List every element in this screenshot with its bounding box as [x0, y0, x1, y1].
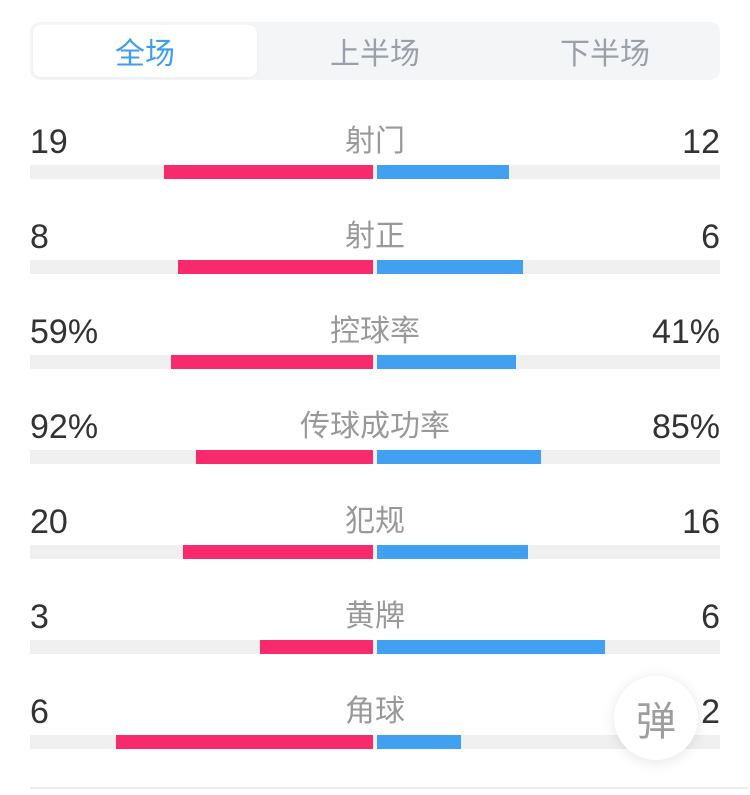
- stat-bar-track: [30, 165, 720, 179]
- tab-full-match[interactable]: 全场: [33, 25, 257, 77]
- bottom-divider: [30, 787, 748, 789]
- danmaku-toggle-button[interactable]: 弹: [614, 676, 698, 760]
- stat-bar-track: [30, 735, 720, 749]
- stat-row: 3 黄牌 6: [30, 597, 720, 654]
- stat-label: 射门: [345, 125, 405, 158]
- stat-label: 控球率: [330, 315, 420, 348]
- stat-label: 射正: [345, 220, 405, 253]
- home-stat-bar: [116, 735, 373, 749]
- stat-row: 8 射正 6: [30, 217, 720, 274]
- away-stat-bar: [377, 260, 523, 274]
- stat-row-header: 92% 传球成功率 85%: [30, 407, 720, 447]
- stat-row-header: 6 角球 2: [30, 692, 720, 732]
- away-value: 6: [701, 598, 720, 636]
- home-stat-bar: [163, 165, 373, 179]
- tab-first-half[interactable]: 上半场: [330, 38, 420, 71]
- stat-label: 角球: [345, 695, 405, 728]
- stat-bar-track: [30, 260, 720, 274]
- home-stat-bar: [171, 355, 373, 369]
- stat-row: 59% 控球率 41%: [30, 312, 720, 369]
- home-stat-bar: [260, 640, 373, 654]
- home-value: 59%: [30, 313, 99, 351]
- away-value: 12: [682, 123, 720, 161]
- away-value: 2: [701, 693, 720, 731]
- stat-row-header: 8 射正 6: [30, 217, 720, 257]
- away-stat-bar: [377, 450, 541, 464]
- away-value: 41%: [651, 313, 720, 351]
- stat-label: 犯规: [345, 505, 405, 538]
- away-stat-bar: [377, 165, 509, 179]
- stat-row-header: 19 射门 12: [30, 122, 720, 162]
- stat-bar-track: [30, 640, 720, 654]
- home-stat-bar: [195, 450, 373, 464]
- period-tabbar: 全场 上半场 下半场: [30, 22, 720, 80]
- stat-row: 6 角球 2: [30, 692, 720, 749]
- away-stat-bar: [377, 735, 462, 749]
- stat-bar-track: [30, 450, 720, 464]
- home-value: 8: [30, 218, 49, 256]
- stat-bar-track: [30, 545, 720, 559]
- stat-row: 20 犯规 16: [30, 502, 720, 559]
- tab-second-half[interactable]: 下半场: [560, 38, 650, 71]
- home-value: 6: [30, 693, 49, 731]
- home-stat-bar: [183, 545, 373, 559]
- stat-row-header: 3 黄牌 6: [30, 597, 720, 637]
- stat-row: 92% 传球成功率 85%: [30, 407, 720, 464]
- stat-label: 传球成功率: [300, 410, 450, 443]
- stat-label: 黄牌: [345, 600, 405, 633]
- stat-bar-track: [30, 355, 720, 369]
- home-value: 92%: [30, 408, 99, 446]
- away-stat-bar: [377, 545, 529, 559]
- away-stat-bar: [377, 640, 605, 654]
- home-value: 19: [30, 123, 68, 161]
- stat-row-header: 20 犯规 16: [30, 502, 720, 542]
- away-value: 16: [682, 503, 720, 541]
- away-value: 85%: [651, 408, 720, 446]
- home-stat-bar: [177, 260, 373, 274]
- home-value: 3: [30, 598, 49, 636]
- away-value: 6: [701, 218, 720, 256]
- stat-row: 19 射门 12: [30, 122, 720, 179]
- home-value: 20: [30, 503, 68, 541]
- stat-row-header: 59% 控球率 41%: [30, 312, 720, 352]
- match-stats-list: 19 射门 12 8 射正 6 59% 控球率 41%: [30, 122, 720, 787]
- away-stat-bar: [377, 355, 517, 369]
